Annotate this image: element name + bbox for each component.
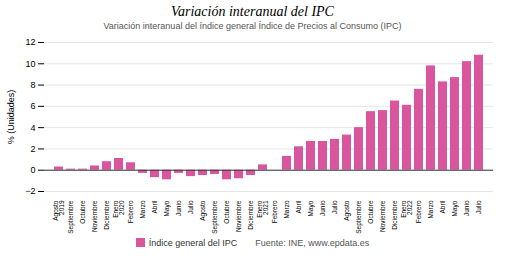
svg-text:Octubre: Octubre — [367, 200, 374, 224]
svg-text:8: 8 — [30, 80, 35, 90]
svg-text:Mayo: Mayo — [307, 200, 315, 216]
html-text:Fuente: INE, www.epdata.es: Fuente: INE, www.epdata.es — [255, 238, 370, 248]
svg-text:Julio: Julio — [475, 200, 482, 214]
svg-text:Marzo: Marzo — [283, 200, 290, 218]
svg-text:Diciembre: Diciembre — [391, 200, 398, 230]
svg-text:Febrero: Febrero — [415, 200, 422, 223]
svg-text:Septiembre: Septiembre — [355, 200, 363, 234]
svg-text:Enero2020: Enero2020 — [112, 200, 126, 218]
svg-text:Julio: Julio — [331, 200, 338, 214]
svg-text:Mayo: Mayo — [163, 200, 171, 216]
svg-text:Octubre: Octubre — [79, 200, 86, 224]
svg-text:6: 6 — [30, 101, 35, 111]
svg-text:Enero2022: Enero2022 — [400, 200, 414, 218]
svg-text:Enero2021: Enero2021 — [256, 200, 269, 218]
svg-text:Agosto: Agosto — [199, 200, 207, 221]
svg-text:Febrero: Febrero — [127, 200, 134, 223]
svg-text:Febrero: Febrero — [271, 200, 278, 223]
svg-text:12: 12 — [25, 37, 35, 47]
svg-text:Noviembre: Noviembre — [91, 200, 98, 232]
svg-text:Mayo: Mayo — [451, 200, 459, 216]
svg-text:Marzo: Marzo — [427, 200, 434, 218]
html-text:Variación interanual del IPC: Variación interanual del IPC — [171, 4, 334, 19]
svg-text:Octubre: Octubre — [223, 200, 230, 224]
svg-text:Julio: Julio — [187, 200, 194, 214]
svg-text:4: 4 — [30, 123, 35, 133]
html-text:Variación interanual del índic: Variación interanual del índice general … — [103, 21, 402, 31]
svg-text:Septiembre: Septiembre — [211, 200, 219, 234]
svg-text:Junio: Junio — [175, 200, 182, 216]
svg-text:Noviembre: Noviembre — [379, 200, 386, 232]
svg-text:Abril: Abril — [151, 200, 158, 214]
svg-text:% (Unidades): % (Unidades) — [6, 90, 16, 145]
svg-text:Septiembre: Septiembre — [67, 200, 75, 234]
svg-text:10: 10 — [25, 59, 35, 69]
svg-text:Agosto2019: Agosto2019 — [52, 200, 66, 221]
svg-text:Abril: Abril — [295, 200, 302, 214]
html-text:Índice general del IPC: Índice general del IPC — [148, 238, 238, 248]
svg-text:0: 0 — [30, 165, 35, 175]
svg-text:Diciembre: Diciembre — [103, 200, 110, 230]
svg-text:Abril: Abril — [439, 200, 446, 214]
svg-text:Junio: Junio — [463, 200, 470, 216]
svg-text:Noviembre: Noviembre — [235, 200, 242, 232]
svg-text:Agosto: Agosto — [343, 200, 351, 221]
svg-text:2: 2 — [30, 144, 35, 154]
svg-text:Diciembre: Diciembre — [247, 200, 254, 230]
svg-text:−2: −2 — [25, 186, 35, 196]
svg-text:Marzo: Marzo — [139, 200, 146, 218]
svg-text:Junio: Junio — [319, 200, 326, 216]
